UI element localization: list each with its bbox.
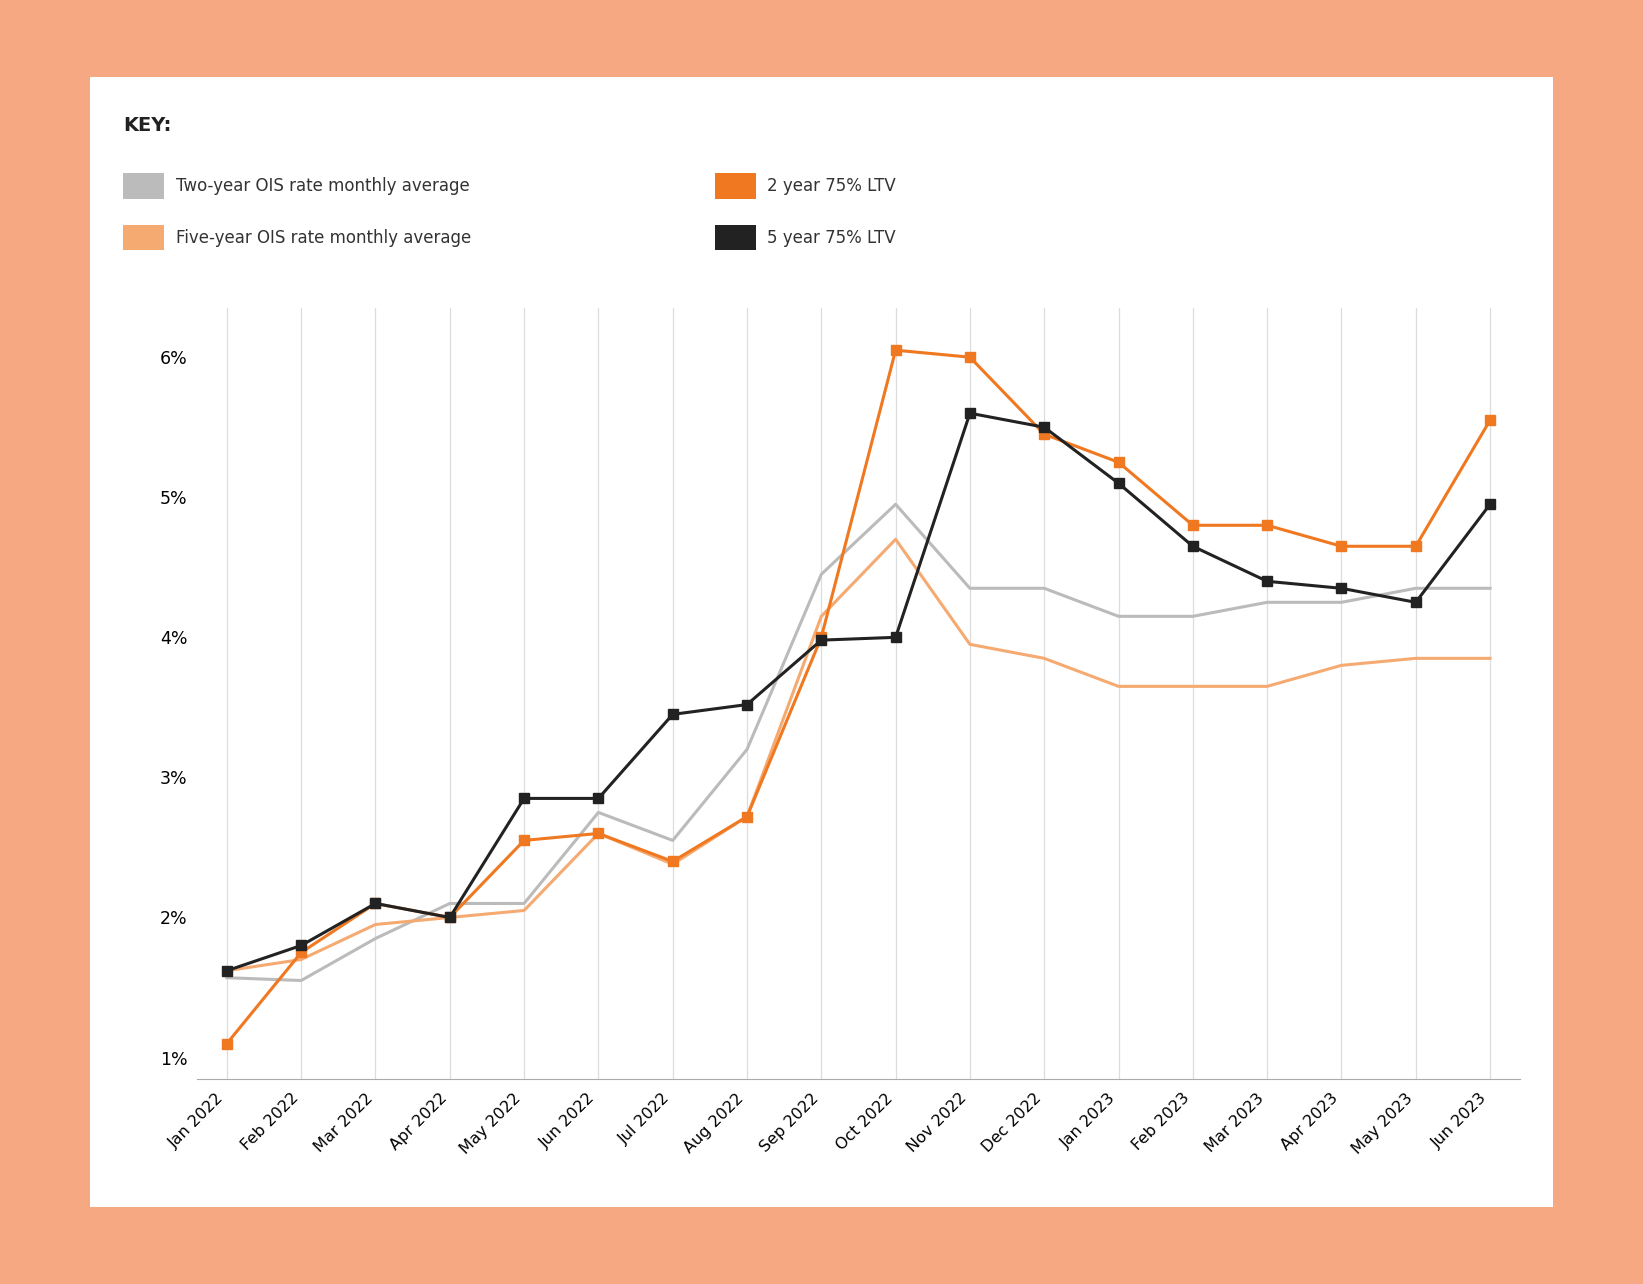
Text: KEY:: KEY: xyxy=(123,116,171,135)
Text: Two-year OIS rate monthly average: Two-year OIS rate monthly average xyxy=(176,177,470,195)
Text: Five-year OIS rate monthly average: Five-year OIS rate monthly average xyxy=(176,229,472,247)
Text: 2 year 75% LTV: 2 year 75% LTV xyxy=(767,177,895,195)
Text: 5 year 75% LTV: 5 year 75% LTV xyxy=(767,229,895,247)
